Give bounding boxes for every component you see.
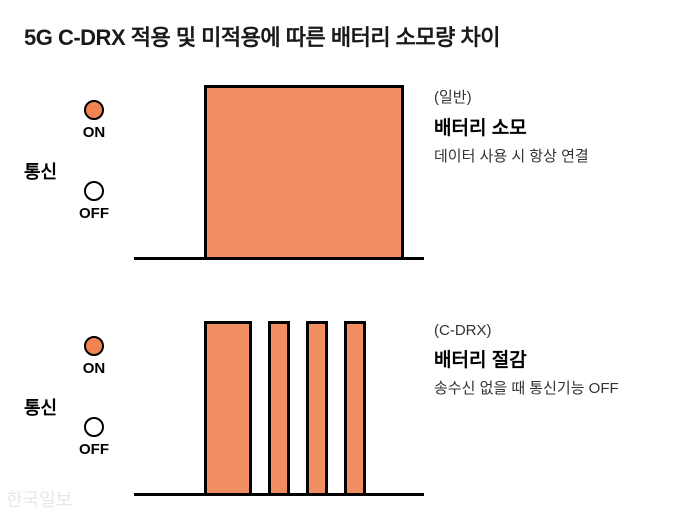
legend-on: ON <box>64 100 124 141</box>
legend-off: OFF <box>64 181 124 222</box>
caption-desc: 송수신 없을 때 통신기능 OFF <box>434 378 680 399</box>
signal-bar <box>344 321 366 493</box>
plot-area-1 <box>134 80 424 260</box>
plot-area-2 <box>134 316 424 496</box>
chart-cdrx: 통신 ON OFF (C-DRX) 배터리 절감 송수신 없을 때 통신기능 O… <box>24 316 656 516</box>
legend-off-label: OFF <box>79 205 109 222</box>
caption-2: (C-DRX) 배터리 절감 송수신 없을 때 통신기능 OFF <box>434 322 680 399</box>
signal-bar <box>204 85 404 257</box>
baseline <box>134 257 424 260</box>
chart-general: 통신 ON OFF (일반) 배터리 소모 데이터 사용 시 항상 연결 <box>24 80 656 280</box>
caption-desc: 데이터 사용 시 항상 연결 <box>434 146 680 167</box>
legend-on: ON <box>64 336 124 377</box>
on-indicator-icon <box>84 100 104 120</box>
legend-off-label: OFF <box>79 441 109 458</box>
legend-off: OFF <box>64 417 124 458</box>
legend-on-label: ON <box>83 124 106 141</box>
baseline <box>134 493 424 496</box>
caption-title: 배터리 절감 <box>434 345 680 372</box>
caption-tag: (일반) <box>434 86 680 107</box>
legend-on-label: ON <box>83 360 106 377</box>
legend: ON OFF <box>24 336 124 470</box>
legend: ON OFF <box>24 100 124 234</box>
watermark: 한국일보 <box>6 486 72 512</box>
off-indicator-icon <box>84 417 104 437</box>
caption-title: 배터리 소모 <box>434 113 680 140</box>
page-title: 5G C-DRX 적용 및 미적용에 따른 배터리 소모량 차이 <box>24 20 656 52</box>
signal-bar <box>204 321 252 493</box>
on-indicator-icon <box>84 336 104 356</box>
signal-bar <box>306 321 328 493</box>
caption-tag: (C-DRX) <box>434 322 680 339</box>
signal-bar <box>268 321 290 493</box>
caption-1: (일반) 배터리 소모 데이터 사용 시 항상 연결 <box>434 86 680 167</box>
off-indicator-icon <box>84 181 104 201</box>
